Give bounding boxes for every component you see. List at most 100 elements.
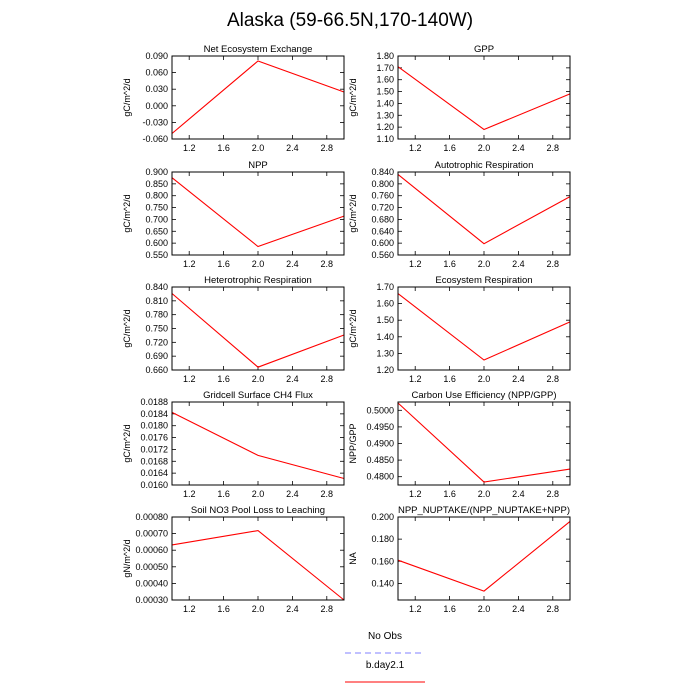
- y-tick-label: 1.40: [376, 98, 394, 108]
- y-tick-label: 0.160: [371, 556, 394, 566]
- y-axis-label: gC/m^2/d: [122, 78, 132, 116]
- y-tick-label: 0.0176: [140, 433, 168, 443]
- y-axis-label: gC/m^2/d: [348, 78, 358, 116]
- plot-frame: [171, 171, 345, 256]
- plot-frame: [397, 286, 571, 371]
- y-tick-label: 0.720: [145, 337, 168, 347]
- y-tick-label: 0.030: [145, 84, 168, 94]
- y-tick-label: 0.600: [145, 238, 168, 248]
- y-tick-label: 0.0164: [140, 468, 168, 478]
- y-tick-label: 1.50: [376, 87, 394, 97]
- y-tick-label: 0.00070: [135, 529, 168, 539]
- y-tick-label: 0.720: [371, 203, 394, 213]
- y-tick-label: 0.4850: [366, 455, 394, 465]
- y-tick-label: 1.60: [376, 299, 394, 309]
- x-tick-label: 2.8: [547, 489, 560, 499]
- series-line-1: [171, 177, 345, 248]
- y-tick-label: 1.50: [376, 315, 394, 325]
- x-tick-label: 2.0: [252, 489, 265, 499]
- x-tick-label: 1.6: [443, 604, 456, 614]
- y-tick-label: 0.650: [145, 226, 168, 236]
- x-tick-label: 1.2: [183, 143, 196, 153]
- x-tick-label: 2.8: [547, 374, 560, 384]
- x-tick-label: 2.8: [547, 143, 560, 153]
- y-tick-label: 0.560: [371, 250, 394, 260]
- series-line-1: [171, 530, 345, 601]
- y-tick-label: 0.850: [145, 179, 168, 189]
- chart-panel-5: Heterotrophic Respiration gC/m^2/d 1.2 1.6 2…: [122, 275, 345, 384]
- x-tick-label: 1.2: [409, 259, 422, 269]
- plot-frame: [397, 55, 571, 140]
- x-tick-label: 2.4: [512, 489, 525, 499]
- panel-title: Autotrophic Respiration: [435, 160, 534, 171]
- x-tick-label: 2.4: [286, 604, 299, 614]
- chart-panel-3: NPP gC/m^2/d 1.2 1.6 2.0 2.4 2.8 0.550 0.600 0.65…: [122, 160, 345, 269]
- y-tick-label: 0.00060: [135, 545, 168, 555]
- y-tick-label: 0.060: [145, 68, 168, 78]
- y-axis-label: gC/m^2/d: [122, 424, 132, 462]
- chart-panel-1: Net Ecosystem Exchange gC/m^2/d 1.2 1.6 2.0 2…: [122, 44, 345, 153]
- x-tick-label: 1.6: [217, 489, 230, 499]
- x-tick-label: 1.2: [409, 604, 422, 614]
- y-tick-label: 0.0160: [140, 480, 168, 490]
- y-tick-label: 0.090: [145, 51, 168, 61]
- panel-title: Gridcell Surface CH4 Flux: [203, 390, 313, 401]
- y-tick-label: 0.700: [145, 214, 168, 224]
- y-axis-label: gC/m^2/d: [122, 309, 132, 347]
- chart-panel-6: Ecosystem Respiration gC/m^2/d 1.2 1.6 2.0 2.…: [348, 275, 571, 384]
- x-tick-label: 2.8: [321, 143, 334, 153]
- figure-title: Alaska (59-66.5N,170-140W): [227, 10, 473, 31]
- x-tick-label: 2.0: [252, 374, 265, 384]
- chart-panel-8: Carbon Use Efficiency (NPP/GPP) NPP/GPP 1.…: [348, 390, 571, 499]
- y-tick-label: 0.800: [145, 191, 168, 201]
- y-axis-label: NPP/GPP: [348, 423, 358, 463]
- x-tick-label: 2.0: [478, 374, 491, 384]
- x-tick-label: 2.4: [512, 143, 525, 153]
- y-tick-label: 0.680: [371, 214, 394, 224]
- y-tick-label: 0.0172: [140, 444, 168, 454]
- y-tick-label: 0.550: [145, 250, 168, 260]
- y-tick-label: 1.30: [376, 348, 394, 358]
- series-line-1: [397, 293, 571, 361]
- y-axis-label: gC/m^2/d: [348, 309, 358, 347]
- chart-panel-7: Gridcell Surface CH4 Flux gC/m^2/d 1.2 1.6 2…: [122, 390, 345, 499]
- y-tick-label: 1.70: [376, 63, 394, 73]
- y-tick-label: 0.0180: [140, 421, 168, 431]
- x-tick-label: 1.6: [217, 143, 230, 153]
- x-tick-label: 1.6: [443, 374, 456, 384]
- series-line-1: [171, 293, 345, 368]
- x-tick-label: 1.2: [409, 374, 422, 384]
- y-tick-label: 0.0184: [140, 409, 168, 419]
- series-line-1: [397, 173, 571, 245]
- x-tick-label: 1.2: [183, 374, 196, 384]
- y-tick-label: 0.800: [371, 179, 394, 189]
- legend-label: No Obs: [368, 631, 402, 642]
- x-tick-label: 2.4: [286, 374, 299, 384]
- x-tick-label: 2.8: [547, 259, 560, 269]
- x-tick-label: 2.8: [547, 604, 560, 614]
- panel-grid: Net Ecosystem Exchange gC/m^2/d 1.2 1.6 2.0 2…: [122, 44, 571, 614]
- plot-frame: [171, 286, 345, 371]
- y-tick-label: 0.000: [145, 101, 168, 111]
- y-tick-label: 0.200: [371, 512, 394, 522]
- y-tick-label: 0.00080: [135, 512, 168, 522]
- series-line-1: [397, 402, 571, 483]
- x-tick-label: 1.2: [409, 143, 422, 153]
- plot-frame: [397, 401, 571, 486]
- y-tick-label: 0.5000: [366, 405, 394, 415]
- y-tick-label: 1.30: [376, 110, 394, 120]
- y-tick-label: 0.750: [145, 324, 168, 334]
- x-tick-label: 2.0: [252, 604, 265, 614]
- x-tick-label: 1.2: [183, 489, 196, 499]
- x-tick-label: 2.0: [252, 143, 265, 153]
- y-tick-label: 0.4900: [366, 439, 394, 449]
- x-tick-label: 2.4: [286, 259, 299, 269]
- x-tick-label: 1.2: [183, 604, 196, 614]
- y-tick-label: 0.840: [371, 167, 394, 177]
- chart-panel-4: Autotrophic Respiration gC/m^2/d 1.2 1.6 2.0…: [348, 160, 571, 269]
- series-line-1: [397, 66, 571, 131]
- x-tick-label: 1.6: [217, 604, 230, 614]
- y-tick-label: 0.0188: [140, 397, 168, 407]
- panel-title: NPP_NUPTAKE/(NPP_NUPTAKE+NPP): [398, 505, 570, 516]
- y-tick-label: 0.810: [145, 296, 168, 306]
